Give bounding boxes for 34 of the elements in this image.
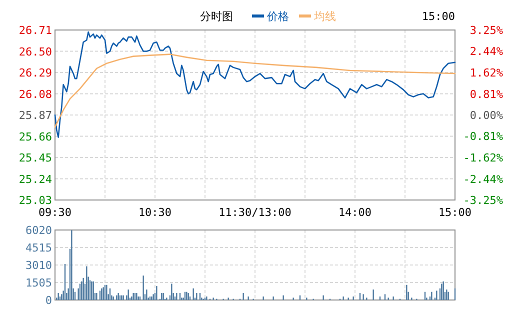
- y2-tick-label: -3.25%: [463, 194, 504, 207]
- x-tick-label: 14:00: [338, 206, 372, 219]
- y-tick-label: 25.87: [18, 109, 52, 122]
- line-series: [54, 54, 456, 128]
- y-tick-label: 1505: [26, 276, 52, 290]
- line-series: [54, 31, 456, 138]
- chart-title: 分时图: [200, 10, 233, 23]
- y-tick-label: 26.71: [18, 24, 52, 37]
- y-tick-label: 26.29: [18, 66, 52, 80]
- legend-label: 价格: [266, 10, 289, 23]
- y2-tick-label: 0.00%: [470, 109, 504, 122]
- legend-label: 均线: [313, 10, 336, 23]
- x-tick-label: 11:30/13:00: [218, 206, 292, 219]
- y-tick-label: 26.50: [18, 45, 52, 58]
- x-tick-label: 09:30: [38, 206, 72, 219]
- y-tick-label: 25.24: [18, 172, 52, 186]
- x-tick-label: 15:00: [438, 206, 472, 219]
- y2-tick-label: 2.44%: [470, 45, 504, 58]
- y-tick-label: 4515: [26, 242, 52, 254]
- y-tick-label: 3010: [26, 259, 52, 272]
- y-tick-label: 26.08: [18, 88, 52, 101]
- y-tick-label: 25.66: [18, 130, 52, 144]
- y2-tick-label: 3.25%: [470, 24, 504, 37]
- y2-tick-label: -2.44%: [463, 172, 504, 186]
- y-tick-label: 25.45: [18, 152, 52, 164]
- y2-tick-label: -1.62%: [463, 151, 504, 164]
- y2-tick-label: 1.62%: [470, 66, 504, 80]
- y2-tick-label: 0.81%: [470, 88, 504, 101]
- y-tick-label: 6020: [26, 224, 52, 237]
- y-tick-label: 25.03: [18, 194, 52, 207]
- text: 15:00: [422, 10, 455, 23]
- y2-tick-label: -0.81%: [463, 130, 504, 144]
- x-tick-label: 10:30: [138, 206, 172, 219]
- y-tick-label: 0: [45, 294, 52, 307]
